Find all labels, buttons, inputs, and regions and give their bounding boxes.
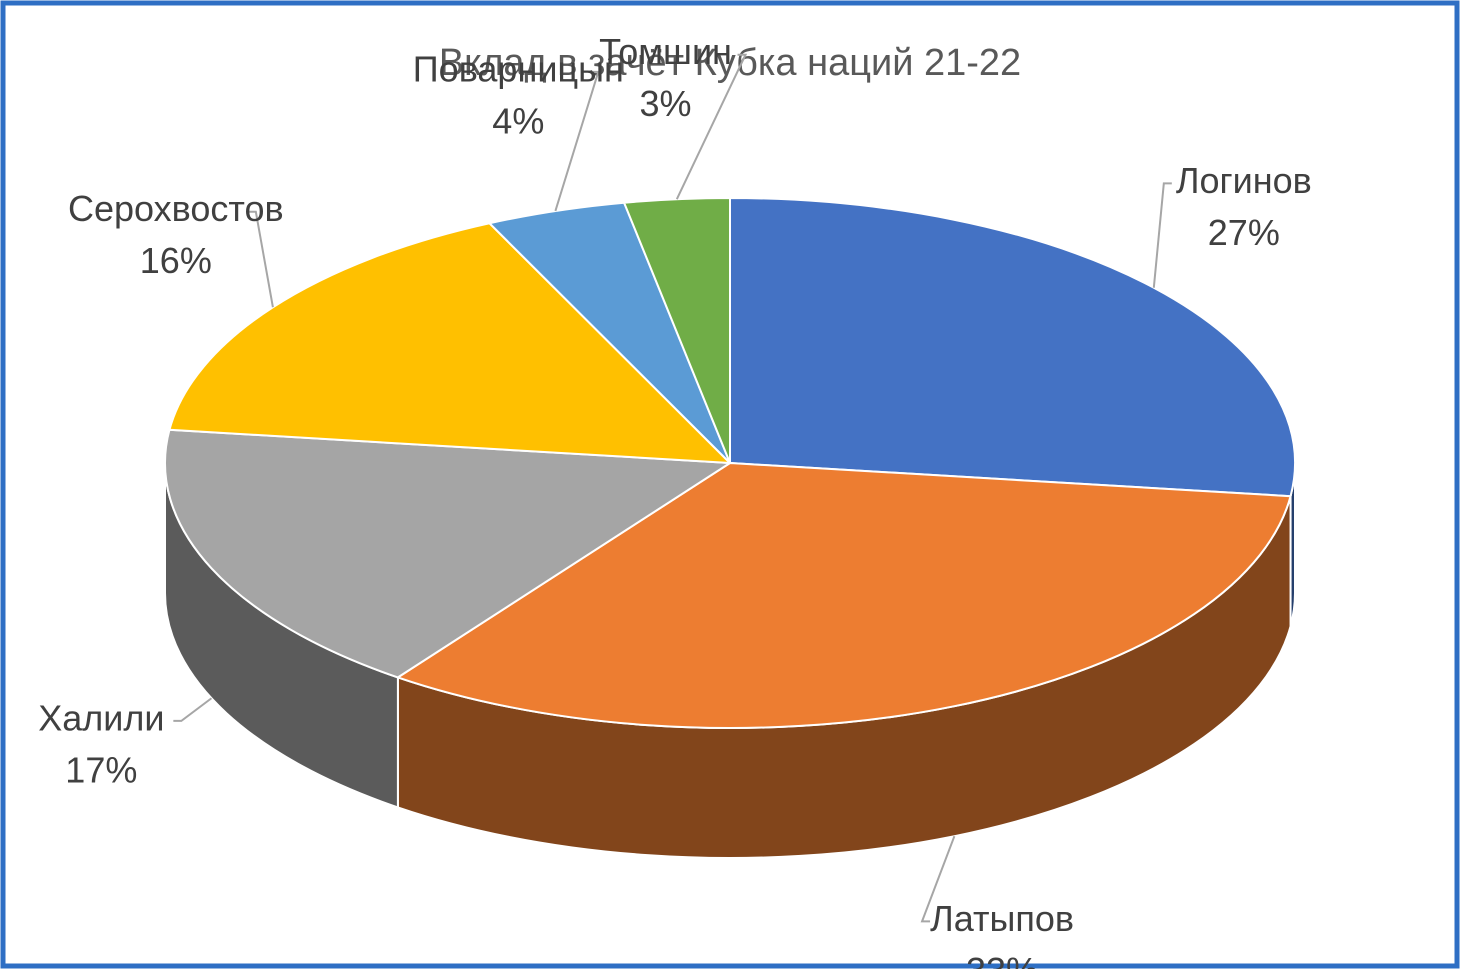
category-label: Серохвостов — [68, 188, 284, 229]
leader-line — [920, 835, 956, 923]
slice — [168, 222, 733, 465]
leader-line — [675, 53, 748, 200]
slice — [395, 461, 1292, 729]
value-label: 27% — [1208, 212, 1280, 253]
value-label: 3% — [640, 83, 692, 124]
category-label: Поварницын — [413, 48, 624, 89]
category-label: Логинов — [1176, 160, 1312, 201]
value-label: 16% — [140, 240, 212, 281]
slice — [164, 428, 734, 679]
value-label: 17% — [65, 749, 137, 790]
value-label: 33% — [966, 950, 1038, 969]
category-label: Халили — [38, 697, 164, 738]
slice — [729, 196, 1296, 498]
leader-line — [1152, 182, 1172, 288]
chart-title: Вклад в зачёт Кубка наций 21-22 — [439, 42, 1021, 84]
leader-line — [554, 70, 600, 212]
leader-line — [173, 697, 213, 722]
category-label: Томшин — [599, 31, 732, 72]
category-label: Латыпов — [930, 898, 1074, 939]
value-label: 4% — [492, 100, 544, 141]
leader-line — [247, 210, 274, 308]
